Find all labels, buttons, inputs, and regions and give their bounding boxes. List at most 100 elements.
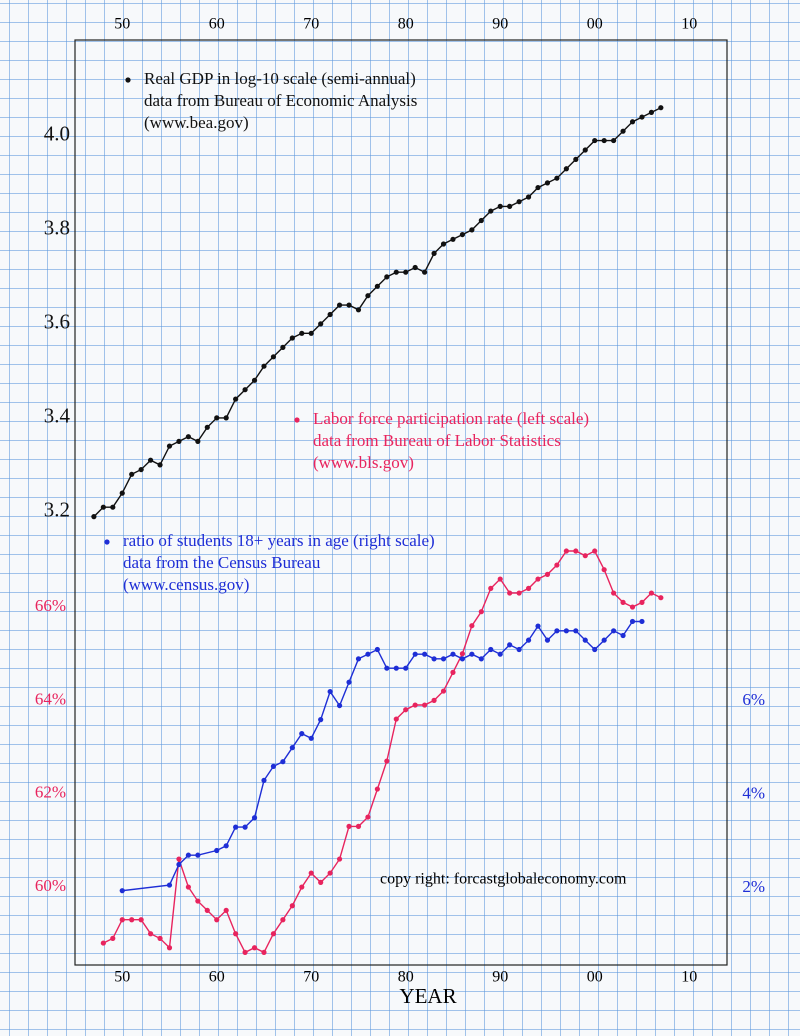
data-point — [336, 302, 343, 308]
x-tick-label-top: 10 — [681, 16, 697, 33]
data-point — [525, 637, 532, 643]
data-point — [365, 293, 371, 299]
data-point — [336, 856, 343, 862]
data-point — [393, 716, 399, 722]
data-point — [554, 175, 560, 181]
y-tick-label: 3.4 — [44, 404, 71, 428]
x-tick-label-top: 00 — [587, 16, 603, 33]
data-point — [601, 637, 607, 643]
data-point — [450, 651, 456, 657]
data-point — [138, 917, 144, 923]
data-point — [318, 717, 324, 723]
data-point — [544, 180, 551, 186]
data-point — [166, 882, 173, 888]
data-point — [412, 702, 418, 708]
data-point — [223, 843, 229, 849]
data-point — [525, 194, 532, 200]
data-point — [450, 236, 456, 242]
data-point — [620, 128, 626, 134]
series-line — [122, 620, 642, 892]
data-point — [592, 548, 598, 554]
y-tick-label: 3.8 — [44, 216, 70, 240]
data-point — [176, 438, 182, 444]
data-point — [176, 861, 182, 868]
data-point — [393, 665, 399, 671]
data-point — [516, 590, 522, 596]
x-tick-label-top: 60 — [209, 16, 225, 33]
series-line — [102, 550, 662, 954]
data-point — [195, 438, 201, 444]
data-point — [166, 443, 173, 449]
data-point — [214, 917, 220, 923]
legend-source: (www.bea.gov) — [144, 113, 249, 132]
data-point — [629, 604, 636, 610]
x-tick-label: 60 — [209, 969, 225, 986]
data-point — [119, 917, 125, 923]
data-point — [318, 879, 324, 885]
x-axis-label: YEAR — [399, 984, 456, 1008]
data-point — [147, 457, 154, 463]
data-point — [563, 548, 569, 554]
data-point — [185, 884, 191, 890]
data-point — [138, 466, 144, 473]
legend-marker — [294, 417, 300, 423]
data-point — [195, 852, 201, 858]
data-point — [176, 856, 182, 862]
y2-tick-label: 64% — [35, 689, 66, 708]
data-point — [157, 462, 163, 468]
data-point — [355, 307, 362, 313]
data-point — [251, 815, 258, 821]
data-point — [374, 786, 380, 792]
data-point — [223, 415, 229, 421]
plot-frame — [74, 39, 728, 966]
data-point — [601, 137, 607, 144]
data-point — [299, 330, 305, 336]
data-point — [639, 618, 645, 625]
data-point — [157, 935, 163, 941]
data-point — [289, 903, 295, 909]
legend-label: Labor force participation rate (left sca… — [313, 409, 589, 428]
data-point — [110, 504, 116, 510]
data-point — [280, 344, 286, 350]
data-point — [629, 618, 636, 625]
data-point — [507, 203, 513, 209]
x-tick-label: 80 — [398, 969, 414, 986]
data-point — [516, 646, 522, 653]
data-point — [488, 585, 494, 591]
data-point — [440, 656, 447, 662]
data-point — [308, 735, 314, 741]
data-point — [459, 231, 466, 238]
data-point — [384, 665, 390, 671]
y2-tick-label: 60% — [35, 876, 66, 895]
y2-tick-label: 66% — [35, 596, 66, 615]
data-point — [308, 330, 314, 336]
data-point — [261, 363, 267, 369]
data-point — [185, 434, 191, 440]
data-point — [251, 377, 258, 383]
data-point — [299, 884, 305, 890]
x-tick-label: 00 — [587, 969, 603, 986]
data-point — [422, 702, 428, 708]
y3-tick-label: 4% — [742, 783, 765, 802]
legend-marker — [125, 77, 131, 83]
data-point — [639, 114, 645, 120]
legend-source: data from the Census Bureau — [123, 553, 321, 572]
data-point — [270, 931, 277, 937]
data-point — [469, 623, 475, 629]
data-point — [346, 302, 352, 308]
data-point — [299, 731, 305, 737]
data-point — [214, 415, 220, 421]
x-tick-label: 10 — [681, 969, 697, 986]
data-point — [573, 156, 579, 162]
data-point — [422, 269, 428, 275]
data-point — [242, 387, 248, 393]
data-point — [308, 870, 314, 876]
data-point — [365, 651, 371, 657]
data-point — [601, 567, 607, 573]
data-point — [554, 628, 560, 634]
data-point — [488, 646, 494, 653]
data-point — [251, 945, 258, 951]
y-tick-label: 3.6 — [44, 310, 70, 334]
data-point — [469, 227, 475, 233]
data-point — [280, 759, 286, 765]
